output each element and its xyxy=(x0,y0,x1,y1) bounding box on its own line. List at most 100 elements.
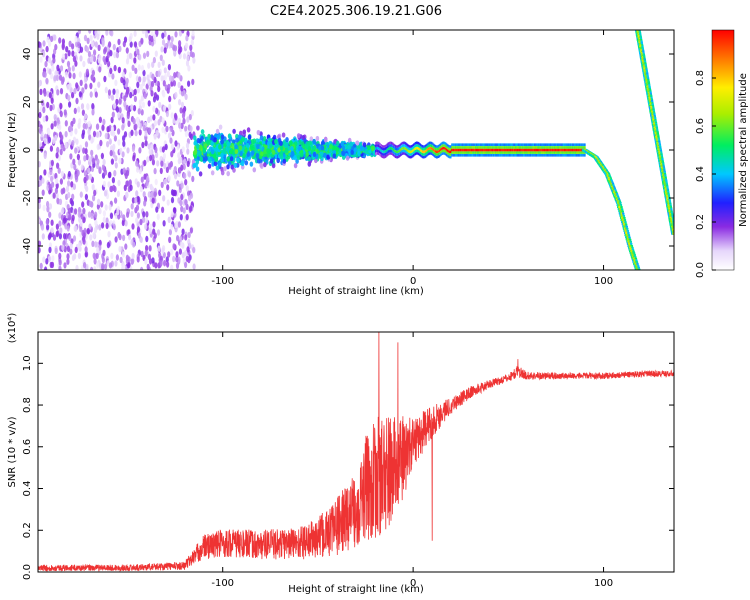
heatmap-cell xyxy=(520,146,522,149)
heatmap-cell xyxy=(456,146,459,149)
heatmap-cell xyxy=(539,143,541,146)
heatmap-cell xyxy=(489,148,491,152)
heatmap-cell xyxy=(556,146,559,149)
heatmap-cell xyxy=(113,135,117,142)
colorbar-tick-label: 0.4 xyxy=(695,166,706,182)
heatmap-cell xyxy=(403,149,405,153)
heatmap-cell xyxy=(425,146,427,150)
heatmap-cell xyxy=(516,154,519,157)
heatmap-cell xyxy=(406,148,408,152)
heatmap-cell xyxy=(169,75,173,82)
heatmap-cell xyxy=(507,148,509,152)
heatmap-cell xyxy=(297,145,302,151)
heatmap-cell xyxy=(488,148,490,152)
heatmap-cell xyxy=(511,151,513,154)
heatmap-cell xyxy=(419,154,421,157)
heatmap-cell xyxy=(182,163,186,171)
heatmap-cell xyxy=(140,95,144,102)
heatmap-cell xyxy=(511,146,513,149)
heatmap-cell xyxy=(459,143,461,146)
heatmap-cell xyxy=(47,129,51,136)
heatmap-cell xyxy=(573,154,575,157)
heatmap-cell xyxy=(220,152,224,159)
heatmap-cell xyxy=(114,197,118,204)
heatmap-cell xyxy=(38,41,41,48)
heatmap-cell xyxy=(475,146,477,149)
heatmap-cell xyxy=(506,151,508,154)
heatmap-cell xyxy=(575,143,578,146)
y-tick-label: 0.4 xyxy=(22,481,33,497)
heatmap-cell xyxy=(75,264,79,270)
heatmap-cell xyxy=(186,246,190,253)
colorbar-tick-label: 0.8 xyxy=(695,70,706,86)
heatmap-cell xyxy=(437,147,440,151)
heatmap-cell xyxy=(98,66,102,73)
heatmap-cell xyxy=(476,146,478,149)
heatmap-cell xyxy=(497,154,500,157)
heatmap-cell xyxy=(50,72,54,80)
heatmap-cell xyxy=(77,252,81,260)
heatmap-cell xyxy=(558,151,560,154)
heatmap-cell xyxy=(376,141,379,145)
heatmap-cell xyxy=(399,151,401,154)
heatmap-cell xyxy=(523,146,525,149)
heatmap-cell xyxy=(110,30,114,37)
heatmap-cell xyxy=(71,65,75,72)
heatmap-cell xyxy=(426,143,428,146)
heatmap-cell xyxy=(577,151,579,154)
heatmap-cell xyxy=(443,144,445,147)
heatmap-cell xyxy=(121,251,126,258)
heatmap-cell xyxy=(74,225,78,232)
heatmap-cell xyxy=(496,148,499,152)
heatmap-cell xyxy=(135,217,139,224)
heatmap-cell xyxy=(255,153,260,159)
heatmap-cell xyxy=(495,146,497,149)
heatmap-cell xyxy=(179,235,183,243)
heatmap-cell xyxy=(144,130,148,137)
heatmap-cell xyxy=(105,30,109,36)
heatmap-cell xyxy=(135,204,140,211)
y-tick-label: 0.2 xyxy=(22,522,33,538)
heatmap-cell xyxy=(155,206,159,213)
heatmap-cell xyxy=(394,152,396,155)
heatmap-cell xyxy=(54,134,58,142)
heatmap-cell xyxy=(153,120,157,127)
heatmap-cell xyxy=(409,145,411,148)
heatmap-cell xyxy=(421,147,423,151)
heatmap-cell xyxy=(179,46,183,53)
heatmap-cell xyxy=(532,143,534,146)
heatmap-cell xyxy=(51,181,55,188)
heatmap-cell xyxy=(504,154,506,157)
heatmap-cell xyxy=(158,101,162,109)
heatmap-cell xyxy=(389,152,391,155)
heatmap-cell xyxy=(575,151,578,154)
heatmap-cell xyxy=(390,149,392,153)
heatmap-cell xyxy=(89,82,93,90)
heatmap-cell xyxy=(469,146,471,149)
heatmap-cell xyxy=(542,146,544,149)
heatmap-cell xyxy=(496,151,498,154)
heatmap-cell xyxy=(490,146,492,149)
heatmap-cell xyxy=(376,149,378,153)
heatmap-cell xyxy=(170,143,175,150)
heatmap-cell xyxy=(488,143,490,146)
heatmap-cell xyxy=(215,128,220,134)
heatmap-cell xyxy=(84,83,88,90)
heatmap-cell xyxy=(501,146,503,149)
heatmap-cell xyxy=(584,154,586,157)
heatmap-cell xyxy=(396,155,399,159)
heatmap-cell xyxy=(487,154,489,157)
heatmap-cell xyxy=(165,125,169,133)
heatmap-cell xyxy=(553,146,555,149)
heatmap-cell xyxy=(510,143,512,146)
heatmap-cell xyxy=(529,143,531,146)
heatmap-cell xyxy=(79,79,83,87)
heatmap-cell xyxy=(300,152,304,158)
y-multiplier-label: (x10⁴) xyxy=(7,313,18,344)
heatmap-cell xyxy=(562,151,564,154)
heatmap-cell xyxy=(529,154,531,157)
heatmap-cell xyxy=(433,146,435,149)
heatmap-cell xyxy=(405,147,407,151)
heatmap-cell xyxy=(244,160,249,166)
heatmap-cell xyxy=(449,153,451,156)
